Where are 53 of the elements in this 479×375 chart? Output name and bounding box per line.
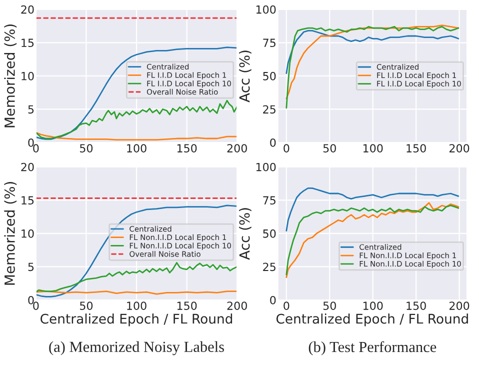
y-tick-label: 20 xyxy=(21,5,34,14)
x-tick-label: 100 xyxy=(127,144,146,152)
line-series xyxy=(36,204,238,298)
x-tick-label: 150 xyxy=(177,302,197,310)
x-tick-label: 100 xyxy=(127,302,146,310)
line-series xyxy=(36,132,238,141)
x-tick-label: 200 xyxy=(450,302,470,310)
y-axis-title: Memorized (%) xyxy=(4,182,17,285)
x-tick-label: 150 xyxy=(406,302,426,310)
x-tick-label: 50 xyxy=(323,302,336,310)
y-tick-label: 100 xyxy=(256,162,276,172)
y-axis-title: Acc (%) xyxy=(239,208,252,260)
y-tick-label: 0 xyxy=(28,138,34,147)
x-tick-label: 0 xyxy=(284,302,290,310)
x-tick-label: 0 xyxy=(284,144,290,152)
y-axis-title: Acc (%) xyxy=(239,50,252,102)
y-tick-label: 50 xyxy=(263,72,276,80)
y-tick-label: 75 xyxy=(263,196,276,205)
x-tick-label: 200 xyxy=(450,144,470,152)
y-tick-label: 15 xyxy=(22,38,34,48)
y-tick-label: 0 xyxy=(28,296,34,304)
x-tick-label: 200 xyxy=(227,144,247,152)
y-tick-label: 5 xyxy=(28,105,34,114)
y-tick-label: 75 xyxy=(263,38,276,48)
x-tick-label: 50 xyxy=(323,144,336,152)
y-tick-label: 20 xyxy=(21,162,34,172)
y-tick-label: 0 xyxy=(270,296,276,304)
y-tick-label: 5 xyxy=(28,262,34,272)
line-series xyxy=(36,46,238,140)
y-tick-label: 15 xyxy=(22,196,34,205)
x-tick-label: 50 xyxy=(80,144,93,152)
x-tick-label: 100 xyxy=(363,302,383,310)
line-series xyxy=(36,262,238,293)
y-tick-label: 100 xyxy=(256,5,276,14)
x-axis-title: Centralized Epoch / FL Round xyxy=(276,314,468,326)
x-axis-title: Centralized Epoch / FL Round xyxy=(40,314,232,326)
x-tick-label: 200 xyxy=(227,302,247,310)
text: (b) Test Performance xyxy=(308,341,436,356)
y-tick-label: 10 xyxy=(22,229,34,238)
y-tick-label: 10 xyxy=(22,72,34,80)
y-tick-label: 50 xyxy=(263,229,276,238)
line-series xyxy=(286,30,460,74)
y-tick-label: 25 xyxy=(263,262,276,272)
x-tick-label: 150 xyxy=(406,144,426,152)
x-tick-label: 150 xyxy=(177,144,197,152)
y-tick-label: 25 xyxy=(263,105,276,114)
y-axis-title: Memorized (%) xyxy=(4,24,17,128)
x-tick-label: 100 xyxy=(363,144,383,152)
x-tick-label: 50 xyxy=(80,302,93,310)
y-tick-label: 0 xyxy=(270,138,276,147)
line-series xyxy=(286,187,460,232)
text: (a) Memorized Noisy Labels xyxy=(49,341,224,356)
line-series xyxy=(36,100,238,140)
